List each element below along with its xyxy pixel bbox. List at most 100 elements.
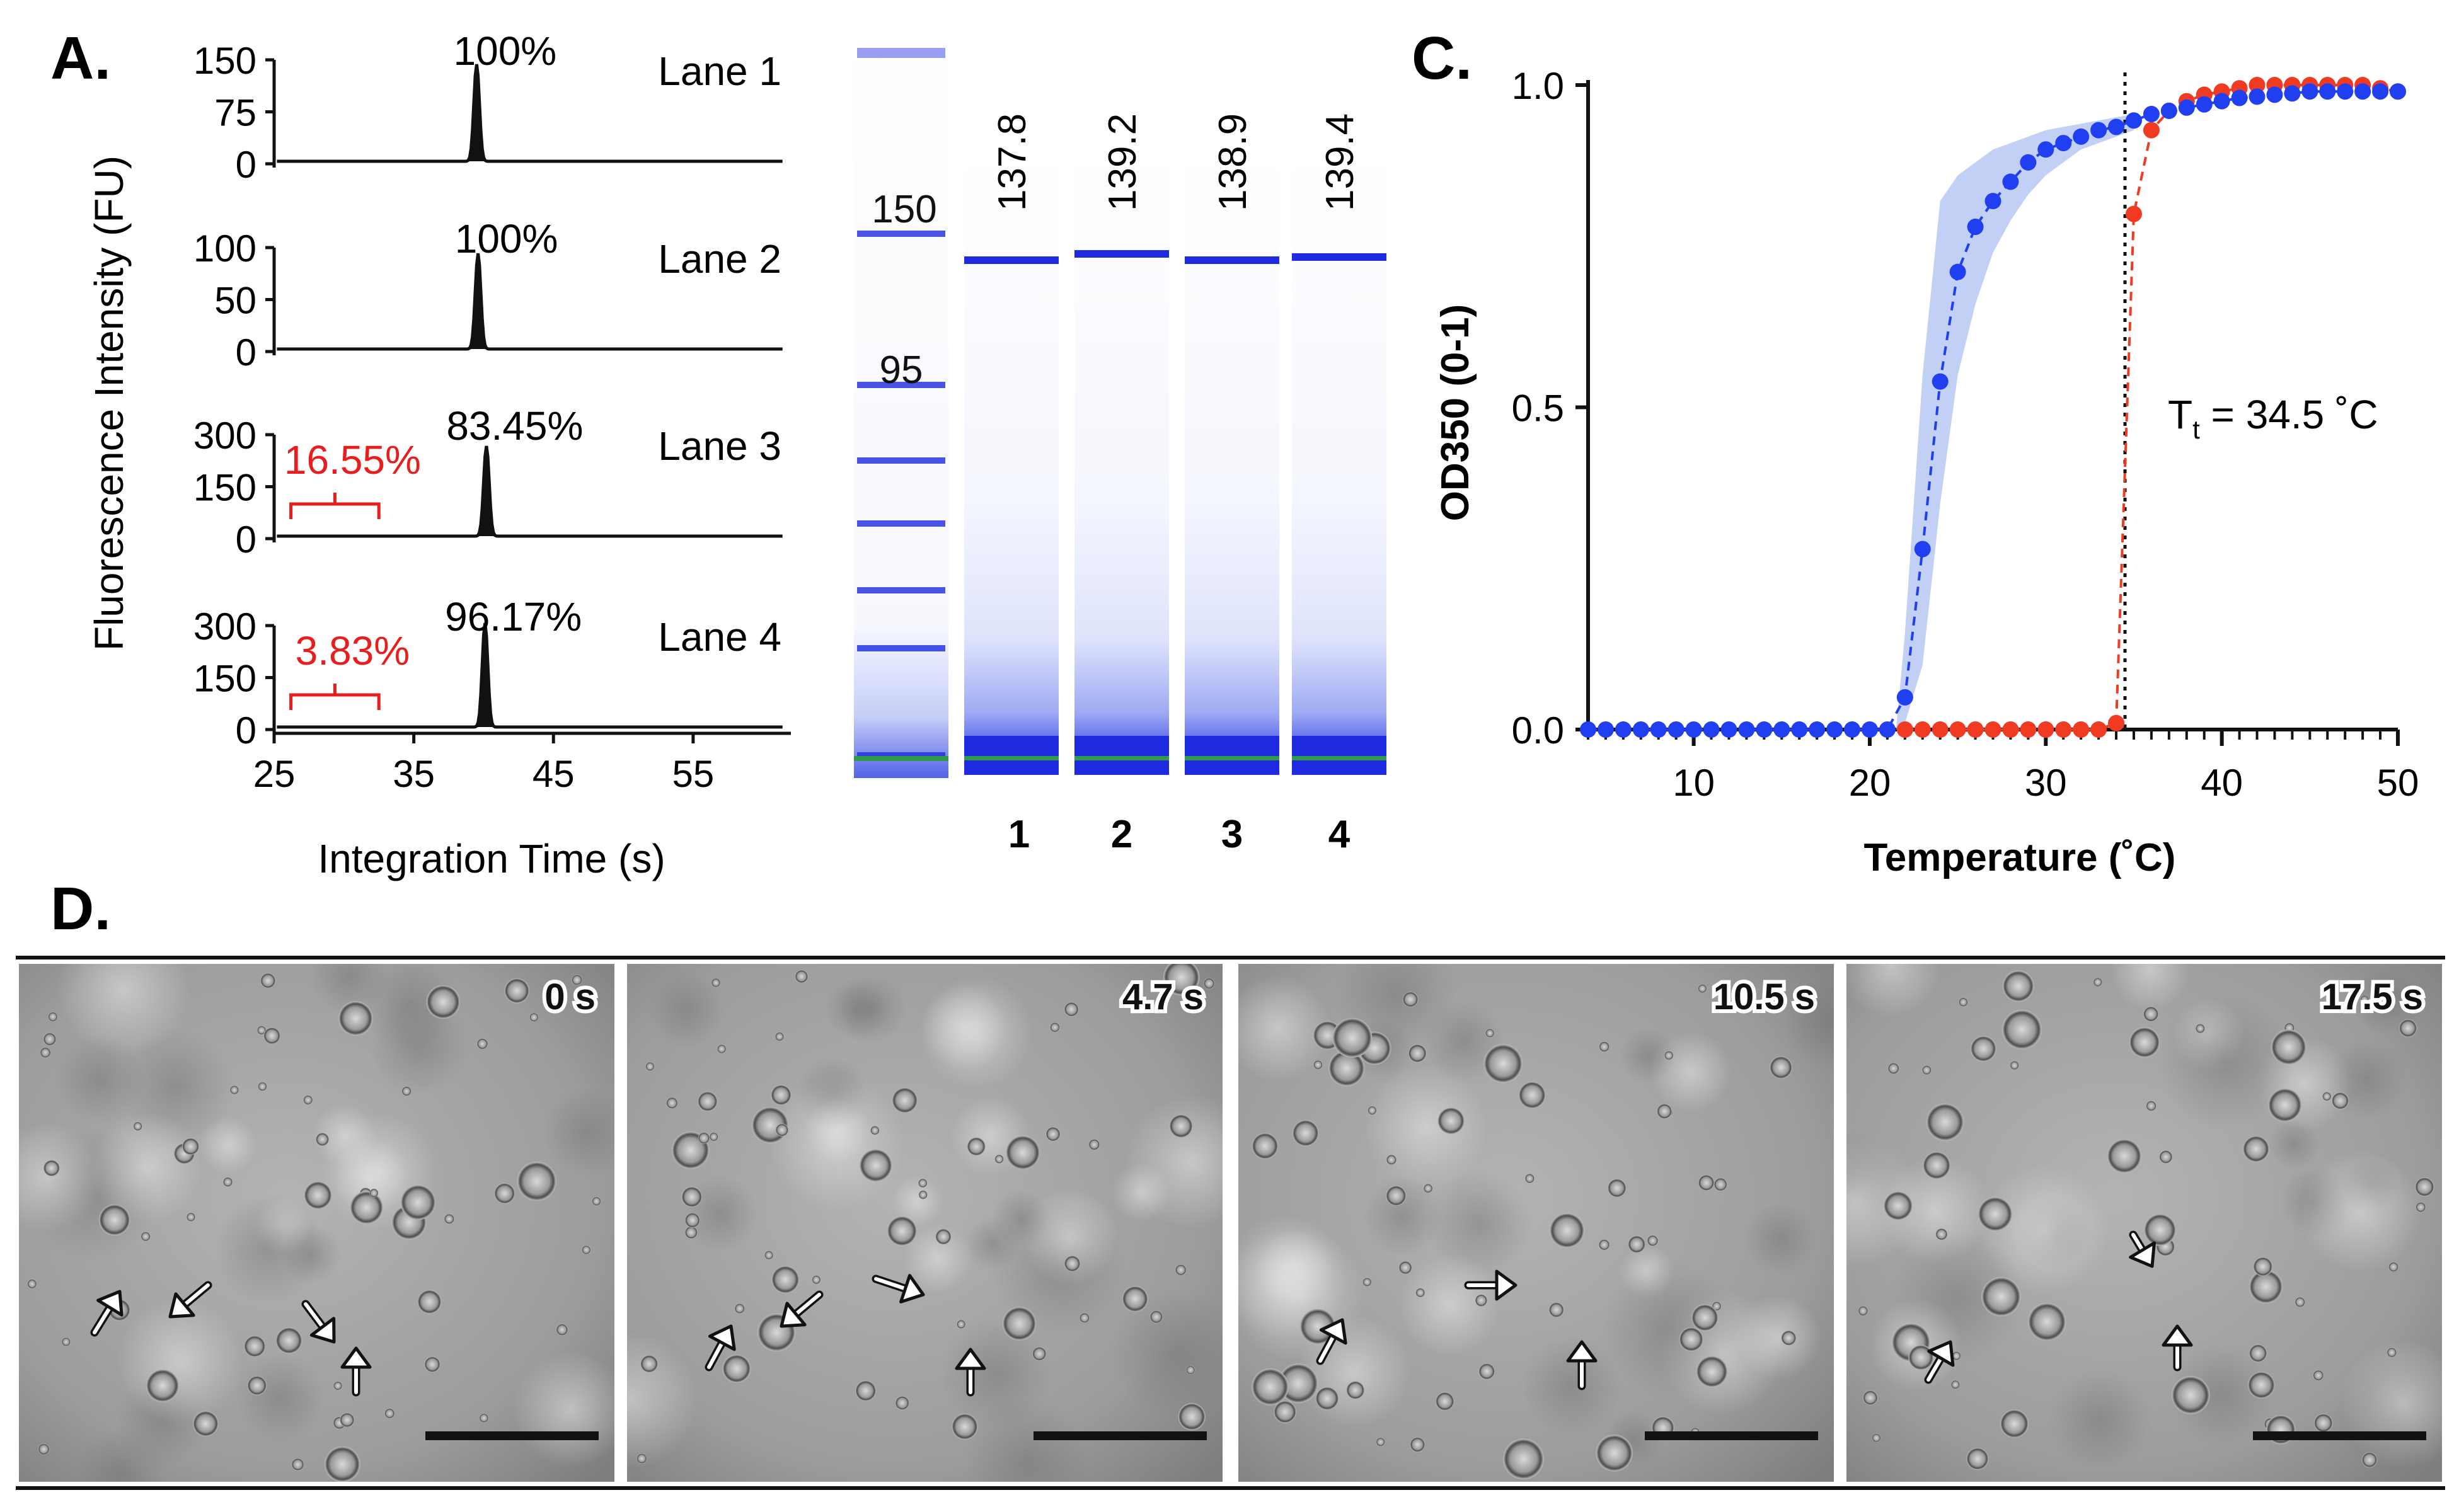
x-tick-label: 35	[393, 753, 435, 795]
blue-data-point	[2266, 86, 2283, 103]
droplet	[38, 1443, 50, 1455]
lane-number: 1	[1008, 813, 1030, 856]
background-texture	[512, 1351, 614, 1468]
ladder-band	[857, 382, 945, 388]
droplet	[855, 1380, 877, 1402]
droplet	[1485, 1028, 1495, 1038]
background-texture	[922, 985, 1008, 1071]
blue-data-point	[1580, 721, 1596, 738]
lane-size-label: 139.2	[1101, 113, 1144, 211]
droplet	[771, 1265, 800, 1294]
droplet	[1064, 1255, 1081, 1272]
droplet	[2093, 977, 2102, 987]
panel-c-label: C.	[1412, 25, 1472, 92]
droplet	[859, 1148, 892, 1182]
droplet	[1503, 1438, 1544, 1480]
background-texture	[214, 1194, 324, 1304]
droplet	[1978, 1196, 2013, 1232]
blue-data-point	[1879, 721, 1896, 738]
main-peak	[473, 446, 499, 536]
blue-data-point	[1615, 721, 1632, 738]
lane-size-label: 138.9	[1211, 113, 1255, 211]
background-texture	[824, 977, 888, 1041]
droplet	[426, 985, 461, 1019]
droplet	[2242, 1135, 2269, 1162]
lower-marker-band	[1292, 756, 1386, 760]
panel-d-microscopy: 0 s 4.7 s 10.5 s 17.5 s	[16, 956, 2445, 1490]
droplet	[572, 975, 582, 985]
droplet	[1475, 1294, 1488, 1307]
microscopy-frame-2: 4.7 s	[627, 964, 1223, 1482]
peak-percentage: 100%	[455, 216, 558, 261]
blue-data-point	[2390, 83, 2406, 100]
main-peak	[472, 623, 498, 727]
droplet	[1332, 1017, 1373, 1058]
droplet	[711, 978, 721, 988]
ladder-lane	[854, 19, 948, 778]
droplet	[338, 1001, 373, 1036]
background-texture	[1362, 1176, 1443, 1257]
lower-marker-region	[1292, 736, 1386, 774]
scale-bar	[425, 1431, 599, 1440]
x-tick-label: 50	[2377, 762, 2419, 804]
lane-3-trace-panel: 300 150 0 Lane 3 83.45% 16.55%	[193, 403, 783, 561]
droplet	[1713, 1177, 1727, 1191]
blue-data-point	[2319, 83, 2336, 100]
droplet	[2387, 1348, 2397, 1358]
droplet	[764, 1251, 774, 1260]
panel-a-label: A.	[50, 25, 111, 92]
y-tick-label: 75	[214, 92, 256, 134]
droplet	[529, 1012, 539, 1022]
droplet	[698, 1091, 718, 1112]
blue-data-point	[1914, 541, 1931, 558]
blue-data-point	[2231, 89, 2248, 106]
droplet	[1079, 1312, 1090, 1323]
gel-lane-1: 137.81	[964, 113, 1059, 856]
red-data-point	[1949, 721, 1966, 738]
droplet	[1045, 1126, 1061, 1142]
droplet	[424, 1356, 441, 1373]
droplet	[504, 978, 530, 1004]
droplet	[812, 1275, 821, 1285]
red-data-point	[2143, 122, 2160, 139]
droplet	[1362, 1278, 1372, 1287]
blue-data-point	[2354, 83, 2371, 100]
blue-data-point	[1756, 721, 1773, 738]
droplet	[967, 1137, 986, 1156]
droplet	[887, 1216, 918, 1246]
droplet	[494, 1183, 515, 1204]
background-texture	[1364, 1065, 1489, 1189]
background-texture	[1619, 1027, 1676, 1084]
droplet	[918, 1178, 928, 1188]
arrow-marker	[1566, 1340, 1598, 1390]
y-tick-label: 50	[214, 280, 256, 322]
droplet	[698, 1132, 710, 1144]
lane-name: Lane 3	[658, 423, 781, 469]
frame-time-label: 0 s	[544, 976, 596, 1017]
droplet	[1483, 1044, 1523, 1083]
ladder-marker-band	[854, 756, 948, 761]
background-texture	[1112, 1163, 1171, 1222]
droplet	[1549, 1213, 1585, 1248]
droplet	[2028, 1303, 2066, 1341]
droplet	[2388, 1262, 2399, 1272]
droplet	[1698, 984, 1707, 994]
background-texture	[2168, 1342, 2272, 1446]
red-data-point	[1896, 721, 1913, 738]
droplet	[133, 1121, 142, 1131]
droplet	[1252, 1133, 1279, 1160]
droplet	[645, 1062, 655, 1071]
droplet	[181, 1138, 200, 1155]
background-texture	[1425, 1170, 1532, 1277]
lane-background	[1074, 151, 1169, 775]
droplet	[1599, 1041, 1610, 1052]
lower-marker-band	[1185, 756, 1279, 760]
background-texture	[199, 1116, 257, 1174]
droplet	[1005, 1135, 1040, 1170]
red-data-point	[2055, 721, 2072, 738]
droplet	[2361, 1452, 2378, 1468]
blue-data-point	[1809, 721, 1826, 738]
droplet	[517, 1161, 556, 1201]
droplet	[479, 1413, 489, 1423]
